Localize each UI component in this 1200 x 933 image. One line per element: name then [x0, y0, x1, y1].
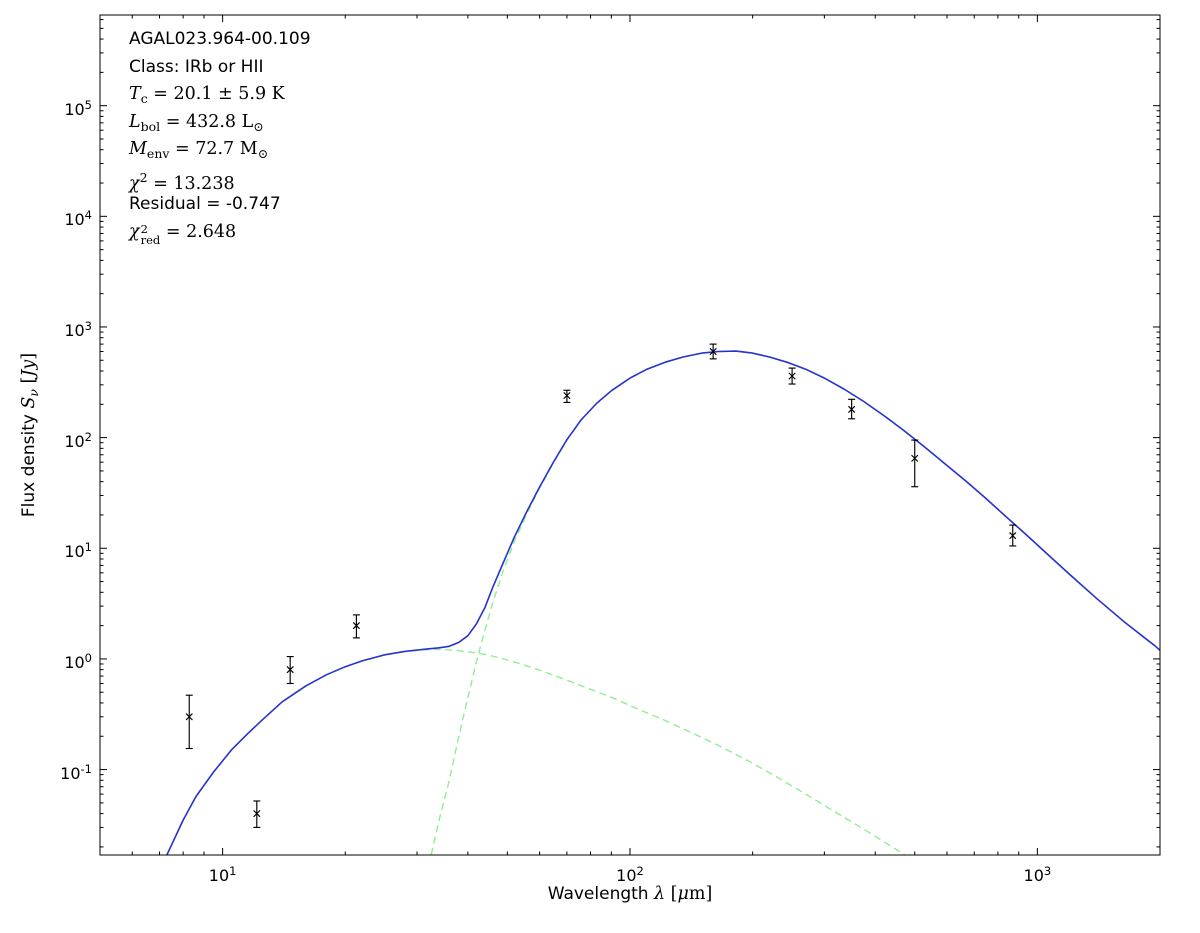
data-point — [788, 367, 796, 385]
data-point — [709, 343, 717, 360]
data-point — [911, 439, 919, 488]
data-point — [286, 656, 294, 685]
data-point — [563, 389, 571, 404]
data-point — [1009, 524, 1017, 547]
model-curves — [166, 350, 1160, 855]
data-point — [253, 800, 261, 828]
data-point — [185, 694, 193, 750]
axis-ticks — [100, 15, 1160, 855]
data-points — [185, 343, 1017, 828]
data-point — [848, 398, 856, 420]
data-point — [352, 614, 361, 639]
model-total-curve — [166, 350, 1160, 855]
